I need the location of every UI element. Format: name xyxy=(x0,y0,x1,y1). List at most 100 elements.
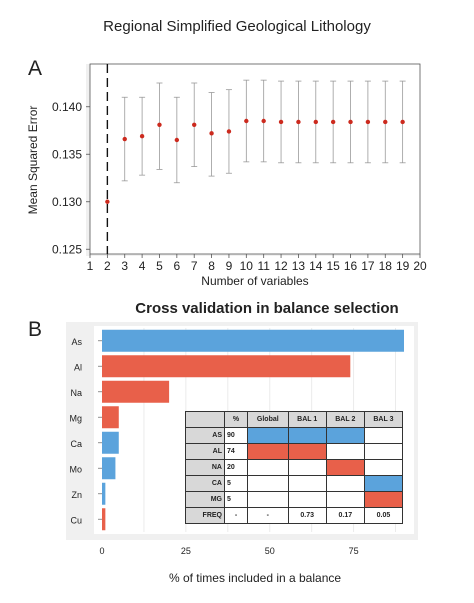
balance-x-axis-label: % of times included in a balance xyxy=(169,571,341,585)
mse-point xyxy=(122,136,127,142)
table-color-cell xyxy=(363,475,404,492)
table-color-cell xyxy=(287,443,327,460)
table-header-cell xyxy=(185,411,225,428)
balance-bar xyxy=(102,329,404,352)
table-row-label: MG xyxy=(185,491,225,508)
mse-x-tick-label: 18 xyxy=(379,259,393,273)
balance-chart-title: Cross validation in balance selection xyxy=(135,300,399,317)
mse-y-tick-label: 0.135 xyxy=(52,147,82,161)
mse-point xyxy=(209,131,214,136)
balance-x-tick-label: 0 xyxy=(99,546,104,556)
balance-bar xyxy=(102,431,119,454)
table-header-cell: BAL 1 xyxy=(287,411,327,428)
mse-point xyxy=(313,119,318,125)
panel-a-label: A xyxy=(28,57,43,80)
mse-point xyxy=(400,119,405,125)
table-row-label: CA xyxy=(185,475,225,492)
table-freq-cell: - xyxy=(247,507,289,524)
table-pct-cell: 74 xyxy=(224,443,248,460)
mse-point xyxy=(244,118,249,124)
mse-plot-area xyxy=(89,63,421,255)
mse-point xyxy=(261,118,266,124)
balance-bar xyxy=(102,508,106,531)
balance-category-label: Na xyxy=(70,388,82,398)
table-pct-cell: 5 xyxy=(224,491,248,508)
table-color-cell xyxy=(363,491,404,508)
table-color-cell xyxy=(363,459,404,476)
balance-bar xyxy=(102,406,119,429)
table-pct-cell: 5 xyxy=(224,475,248,492)
table-color-cell xyxy=(325,443,365,460)
balance-bar xyxy=(102,482,106,505)
table-freq-cell: 0.05 xyxy=(363,507,404,524)
mse-x-tick-label: 6 xyxy=(173,259,180,273)
balance-category-label: Zn xyxy=(71,490,82,500)
mse-x-axis-label: Number of variables xyxy=(201,274,308,288)
table-row-label: FREQ xyxy=(185,507,225,524)
balance-category-label: Mg xyxy=(69,413,82,423)
table-freq-cell: 0.73 xyxy=(287,507,327,524)
mse-x-tick-label: 9 xyxy=(226,259,233,273)
table-color-cell xyxy=(247,491,289,508)
table-freq-cell: 0.17 xyxy=(325,507,365,524)
panel-b-label: B xyxy=(28,318,43,341)
balance-table-row: AL 74 xyxy=(185,443,404,460)
table-freq-cell: - xyxy=(224,507,248,524)
balance-x-tick-label: 25 xyxy=(181,546,191,556)
mse-x-tick-label: 7 xyxy=(191,259,198,273)
mse-x-tick-label: 5 xyxy=(156,259,163,273)
mse-x-tick-label: 19 xyxy=(396,259,410,273)
mse-x-tick-label: 20 xyxy=(413,259,427,273)
table-color-cell xyxy=(325,491,365,508)
balance-table-row: AS 90 xyxy=(185,427,404,444)
mse-point xyxy=(174,137,180,143)
balance-category-label: Cu xyxy=(70,515,82,525)
table-color-cell xyxy=(325,427,365,444)
table-color-cell xyxy=(247,475,289,492)
mse-x-tick-label: 14 xyxy=(309,259,323,273)
table-row-label: NA xyxy=(185,459,225,476)
table-header-cell: BAL 3 xyxy=(363,411,404,428)
mse-x-tick-label: 1 xyxy=(87,259,94,273)
balance-bar xyxy=(102,457,116,480)
table-color-cell xyxy=(363,443,404,460)
balance-category-label: Al xyxy=(74,362,82,372)
balance-table-row: NA 20 xyxy=(185,459,404,476)
table-color-cell xyxy=(325,475,365,492)
table-color-cell xyxy=(287,491,327,508)
mse-point xyxy=(330,119,336,125)
mse-point xyxy=(278,119,284,125)
mse-x-tick-label: 15 xyxy=(326,259,340,273)
mse-point xyxy=(296,119,301,125)
mse-point xyxy=(226,129,232,134)
mse-x-tick-label: 12 xyxy=(274,259,288,273)
balance-table-freq-row: FREQ - -0.73 0.17 0.05 xyxy=(185,507,404,524)
table-pct-cell: 20 xyxy=(224,459,248,476)
table-color-cell xyxy=(363,427,404,444)
mse-x-tick-label: 2 xyxy=(104,259,111,273)
balance-table: % Global BAL 1 BAL 2 BAL 3 AS 90 AL 74 NA 20 C… xyxy=(185,411,404,524)
table-row-label: AL xyxy=(185,443,225,460)
table-color-cell xyxy=(247,443,289,460)
mse-point xyxy=(105,199,110,204)
table-row-label: AS xyxy=(185,427,225,444)
mse-point xyxy=(139,134,145,139)
table-pct-cell: 90 xyxy=(224,427,248,444)
balance-category-label: As xyxy=(71,337,82,347)
table-color-cell xyxy=(325,459,365,476)
balance-table-row: CA 5 xyxy=(185,475,404,492)
balance-bar xyxy=(102,355,351,378)
balance-category-label: Mo xyxy=(69,464,82,474)
balance-bar xyxy=(102,380,170,403)
balance-category-label: Ca xyxy=(70,439,82,449)
mse-y-tick-label: 0.140 xyxy=(52,100,82,114)
table-header-cell: BAL 2 xyxy=(325,411,365,428)
mse-x-tick-label: 10 xyxy=(240,259,254,273)
table-color-cell xyxy=(287,475,327,492)
table-header-cell: % xyxy=(224,411,248,428)
balance-x-tick-label: 75 xyxy=(349,546,359,556)
balance-x-tick-label: 50 xyxy=(265,546,275,556)
mse-y-tick-label: 0.125 xyxy=(52,242,82,256)
balance-table-row: MG 5 xyxy=(185,491,404,508)
